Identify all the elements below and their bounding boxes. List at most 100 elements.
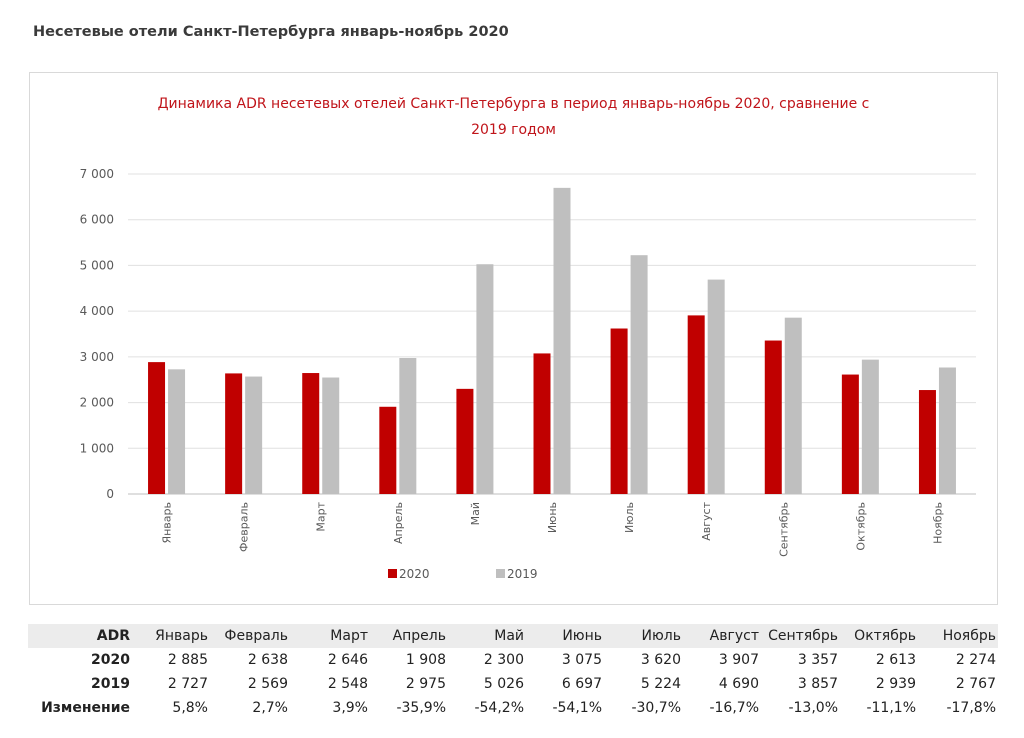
table-cell: 2 646 — [327, 652, 368, 668]
table-cell: 2 548 — [327, 676, 368, 692]
y-tick-label: 3 000 — [80, 350, 114, 364]
table-cell: 3 857 — [797, 676, 838, 692]
legend-label-2020: 2020 — [399, 567, 430, 581]
y-tick-label: 7 000 — [80, 167, 114, 181]
y-tick-label: 5 000 — [80, 258, 114, 272]
x-tick-label: Апрель — [392, 502, 405, 544]
table-cell: 3 907 — [718, 652, 759, 668]
table-header-row: ADR Январь Февраль Март Апрель Май Июнь Июль Авг… — [28, 624, 998, 648]
bar-2019-3 — [322, 377, 340, 494]
bar-2020-6 — [533, 353, 551, 494]
table-cell: -30,7% — [631, 700, 681, 716]
chart-title-line-1: Динамика ADR несетевых отелей Санкт-Пете… — [157, 96, 870, 112]
bar-2020-11 — [918, 390, 936, 494]
bar-2020-4 — [379, 406, 397, 494]
bar-2020-5 — [456, 388, 474, 494]
table-row: 2019 2 727 2 569 2 548 2 975 5 026 6 697 5 224 4… — [28, 672, 998, 696]
chart-title-line-2: 2019 годом — [471, 122, 556, 138]
bar-2020-3 — [302, 373, 320, 494]
table-header-month: Июнь — [526, 624, 604, 648]
table-cell: -54,2% — [474, 700, 524, 716]
bar-2019-6 — [553, 187, 571, 494]
bar-2019-11 — [938, 367, 956, 494]
table-cell: 2 274 — [955, 652, 996, 668]
bar-chart: 0 1 000 2 000 3 000 4 000 5 000 6 000 7 000 Янва… — [80, 167, 976, 581]
table-cell: -11,1% — [866, 700, 916, 716]
bar-2019-4 — [399, 358, 417, 494]
table-header-month: Октябрь — [840, 624, 918, 648]
page-title: Несетевые отели Санкт-Петербурга январь-… — [33, 24, 509, 40]
x-tick-label: Июнь — [546, 502, 559, 533]
table-cell: 2,7% — [252, 700, 288, 716]
table-row: Изменение 5,8% 2,7% 3,9% -35,9% -54,2% -54,1% -… — [28, 696, 998, 720]
x-tick-label: Сентябрь — [777, 502, 790, 557]
y-tick-label: 1 000 — [80, 441, 114, 455]
table-header-month: Август — [683, 624, 761, 648]
x-tick-label: Август — [700, 501, 713, 540]
table-row: 2020 2 885 2 638 2 646 1 908 2 300 3 075 3 620 3… — [28, 648, 998, 672]
x-tick-label: Май — [469, 502, 482, 525]
table-header-month: Май — [448, 624, 526, 648]
y-tick-label: 0 — [106, 487, 114, 501]
bar-2020-8 — [687, 315, 705, 494]
bar-2020-7 — [610, 328, 628, 494]
x-tick-label: Июль — [623, 502, 636, 533]
legend-swatch-2019 — [496, 569, 505, 578]
x-tick-label: Октябрь — [854, 502, 867, 551]
table-row-label: 2019 — [91, 676, 130, 692]
table-header-month: Март — [290, 624, 370, 648]
table-cell: 5 026 — [483, 676, 524, 692]
table-cell: 5,8% — [172, 700, 208, 716]
table-header-month: Сентябрь — [761, 624, 840, 648]
y-tick-label: 6 000 — [80, 213, 114, 227]
table-cell: 2 885 — [167, 652, 208, 668]
bar-2019-7 — [630, 255, 648, 494]
table-cell: 3,9% — [332, 700, 368, 716]
bar-2020-1 — [148, 362, 166, 494]
chart-container: Динамика ADR несетевых отелей Санкт-Пете… — [29, 72, 998, 605]
table-cell: 2 767 — [955, 676, 996, 692]
table-cell: -54,1% — [552, 700, 602, 716]
table-cell: 3 075 — [561, 652, 602, 668]
table-cell: 1 908 — [405, 652, 446, 668]
y-tick-label: 2 000 — [80, 396, 114, 410]
table-header-month: Январь — [132, 624, 210, 648]
bar-2020-2 — [225, 373, 243, 494]
table-cell: 2 613 — [875, 652, 916, 668]
table-header-month: Июль — [604, 624, 683, 648]
x-tick-label: Ноябрь — [931, 502, 944, 544]
bar-2019-2 — [245, 376, 263, 494]
adr-table: ADR Январь Февраль Март Апрель Май Июнь Июль Авг… — [28, 624, 998, 720]
table-cell: 2 727 — [167, 676, 208, 692]
x-tick-label: Январь — [161, 502, 174, 544]
table-cell: 5 224 — [640, 676, 681, 692]
table-cell: 2 638 — [247, 652, 288, 668]
table-cell: -16,7% — [709, 700, 759, 716]
y-tick-label: 4 000 — [80, 304, 114, 318]
table-row-label: Изменение — [41, 700, 130, 716]
table-cell: -17,8% — [946, 700, 996, 716]
legend-swatch-2020 — [388, 569, 397, 578]
table-header-month: Февраль — [210, 624, 290, 648]
legend-label-2019: 2019 — [507, 567, 538, 581]
bar-2019-10 — [861, 359, 879, 494]
bar-2020-10 — [841, 374, 859, 494]
table-cell: 3 620 — [640, 652, 681, 668]
table-cell: 2 939 — [875, 676, 916, 692]
table-cell: -13,0% — [788, 700, 838, 716]
table-header-month: Апрель — [370, 624, 448, 648]
bar-2019-9 — [784, 317, 802, 494]
x-tick-label: Февраль — [238, 502, 251, 552]
bar-2019-8 — [707, 279, 725, 494]
table-cell: 3 357 — [797, 652, 838, 668]
table-cell: 4 690 — [718, 676, 759, 692]
table-cell: 6 697 — [561, 676, 602, 692]
chart-title: Динамика ADR несетевых отелей Санкт-Пете… — [30, 91, 997, 143]
bar-2020-9 — [764, 340, 782, 494]
bar-2019-5 — [476, 264, 494, 494]
table-row-label: 2020 — [91, 652, 130, 668]
table-header-month: Ноябрь — [918, 624, 998, 648]
table-cell: 2 569 — [247, 676, 288, 692]
table-cell: 2 300 — [483, 652, 524, 668]
table-cell: -35,9% — [396, 700, 446, 716]
